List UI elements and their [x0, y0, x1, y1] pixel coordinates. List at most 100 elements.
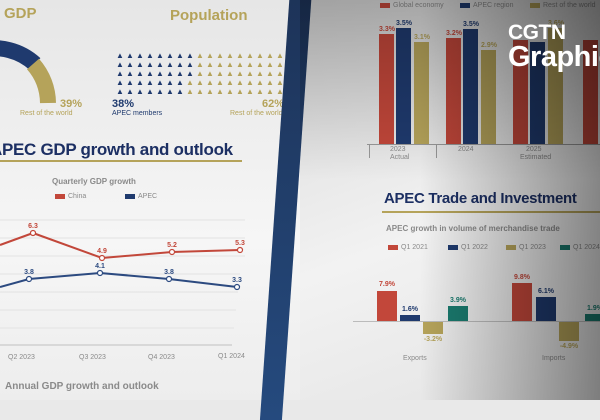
label-exports-q1-2023: -3.2%: [423, 336, 443, 343]
person-icon: ▲: [206, 51, 214, 60]
x-label-exports: Exports: [403, 355, 427, 362]
legend-q1-2023: Q1 2023: [506, 244, 546, 251]
bar-2024-rest: [481, 50, 496, 144]
person-icon: ▲: [176, 69, 184, 78]
bar-2026-global: [583, 40, 598, 144]
quarterly-line-chart: 6.3 4.9 5.2 5.3 3.8 4.1 3.8 3.3: [0, 219, 245, 346]
person-icon: ▲: [226, 78, 234, 87]
person-icon: ▲: [156, 60, 164, 69]
person-icon: ▲: [196, 51, 204, 60]
person-icon: ▲: [226, 69, 234, 78]
person-icon: ▲: [196, 60, 204, 69]
trade-chart-subtitle: APEC growth in volume of merchandise tra…: [386, 224, 560, 233]
person-icon: ▲: [266, 51, 274, 60]
legend-q1-2021: Q1 2021: [388, 244, 428, 251]
person-icon: ▲: [136, 87, 144, 96]
person-icon: ▲: [136, 51, 144, 60]
person-icon: ▲: [116, 87, 124, 96]
legend-apec-region: APEC region: [460, 2, 513, 9]
bar-imports-q1-2022: [536, 297, 556, 321]
legend-rest-of-world: Rest of the world: [530, 2, 596, 9]
bar-2023-rest: [414, 42, 429, 144]
person-icon: ▲: [176, 51, 184, 60]
person-icon: ▲: [176, 87, 184, 96]
svg-text:5.3: 5.3: [235, 240, 245, 247]
logo-line1: CGTN: [508, 21, 566, 44]
person-icon: ▲: [126, 69, 134, 78]
svg-text:3.8: 3.8: [164, 269, 174, 276]
trade-section-title: APEC Trade and Investment: [384, 190, 577, 207]
quarterly-chart-title: Quarterly GDP growth: [52, 177, 136, 186]
gdp-rest-label: Rest of the world: [20, 110, 73, 117]
person-icon: ▲: [246, 51, 254, 60]
person-icon: ▲: [226, 87, 234, 96]
x-label-q1-2024: Q1 2024: [218, 353, 245, 360]
person-icon: ▲: [216, 69, 224, 78]
person-icon: ▲: [236, 87, 244, 96]
x-label-2023: 2023: [390, 146, 406, 153]
person-icon: ▲: [116, 78, 124, 87]
person-icon: ▲: [236, 69, 244, 78]
population-rest-label: Rest of the world: [230, 110, 283, 117]
bracket: [436, 144, 437, 158]
person-icon: ▲: [176, 78, 184, 87]
person-icon: ▲: [136, 78, 144, 87]
bar-2024-apec: [463, 29, 478, 144]
person-icon: ▲: [156, 69, 164, 78]
person-icon: ▲: [126, 78, 134, 87]
person-icon: ▲: [246, 78, 254, 87]
bar-2025-rest: [548, 28, 563, 144]
person-icon: ▲: [236, 51, 244, 60]
person-icon: ▲: [186, 51, 194, 60]
person-icon: ▲: [146, 78, 154, 87]
label-2023-apec: 3.5%: [396, 20, 412, 27]
label-exports-q1-2021: 7.9%: [379, 281, 395, 288]
bar-imports-q1-2024: [585, 314, 600, 321]
person-icon: ▲: [146, 51, 154, 60]
person-icon: ▲: [266, 78, 274, 87]
person-icon: ▲: [256, 60, 264, 69]
person-icon: ▲: [196, 69, 204, 78]
bar-imports-q1-2021: [512, 283, 532, 321]
x-label-estimated: Estimated: [520, 154, 552, 161]
person-icon: ▲: [216, 78, 224, 87]
person-icon: ▲: [206, 78, 214, 87]
person-icon: ▲: [246, 60, 254, 69]
legend-q1-2024: Q1 2024: [560, 244, 600, 251]
person-icon: ▲: [136, 69, 144, 78]
person-icon: ▲: [156, 51, 164, 60]
person-icon: ▲: [276, 69, 284, 78]
gdp-rest-pct: 39%: [60, 98, 83, 110]
bar-imports-q1-2023: [559, 322, 579, 341]
person-icon: ▲: [216, 51, 224, 60]
gdp-growth-section-title: APEC GDP growth and outlook: [0, 140, 233, 159]
label-2023-global: 3.3%: [379, 26, 395, 33]
label-imports-q1-2022: 6.1%: [538, 288, 554, 295]
legend-swatch: [125, 193, 135, 199]
person-icon: ▲: [256, 51, 264, 60]
x-label-q2-2023: Q2 2023: [8, 354, 35, 361]
label-exports-q1-2022: 1.6%: [402, 306, 418, 313]
person-icon: ▲: [266, 69, 274, 78]
population-pictogram: ▲ ▲ ▲ ▲ ▲ ▲ ▲ ▲ ▲ ▲ ▲ ▲ ▲ ▲ ▲ ▲ ▲ ▲ ▲ ▲ ▲ ▲ ▲ ▲ ▲ ▲ ▲ ▲ ▲ ▲ ▲ ▲ ▲ ▲ ▲ ▲ ▲ ▲ ▲ ▲…: [116, 52, 305, 96]
trade-zero-axis: [353, 321, 600, 322]
legend-china: China: [55, 193, 86, 200]
person-icon: ▲: [276, 51, 284, 60]
label-2024-rest: 2.9%: [481, 42, 497, 49]
person-icon: ▲: [116, 51, 124, 60]
person-icon: ▲: [276, 87, 284, 96]
bar-2023-global: [379, 34, 394, 144]
bar-2024-global: [446, 38, 461, 144]
person-icon: ▲: [166, 78, 174, 87]
bar-exports-q1-2021: [377, 291, 397, 321]
person-icon: ▲: [186, 78, 194, 87]
label-imports-q1-2023: -4.9%: [559, 343, 579, 350]
label-2024-global: 3.2%: [446, 30, 462, 37]
person-icon: ▲: [146, 87, 154, 96]
gdp-donut-chart: [0, 40, 56, 104]
person-icon: ▲: [206, 87, 214, 96]
bar-exports-q1-2022: [400, 315, 420, 321]
person-icon: ▲: [186, 69, 194, 78]
person-icon: ▲: [236, 78, 244, 87]
x-label-2024: 2024: [458, 146, 474, 153]
